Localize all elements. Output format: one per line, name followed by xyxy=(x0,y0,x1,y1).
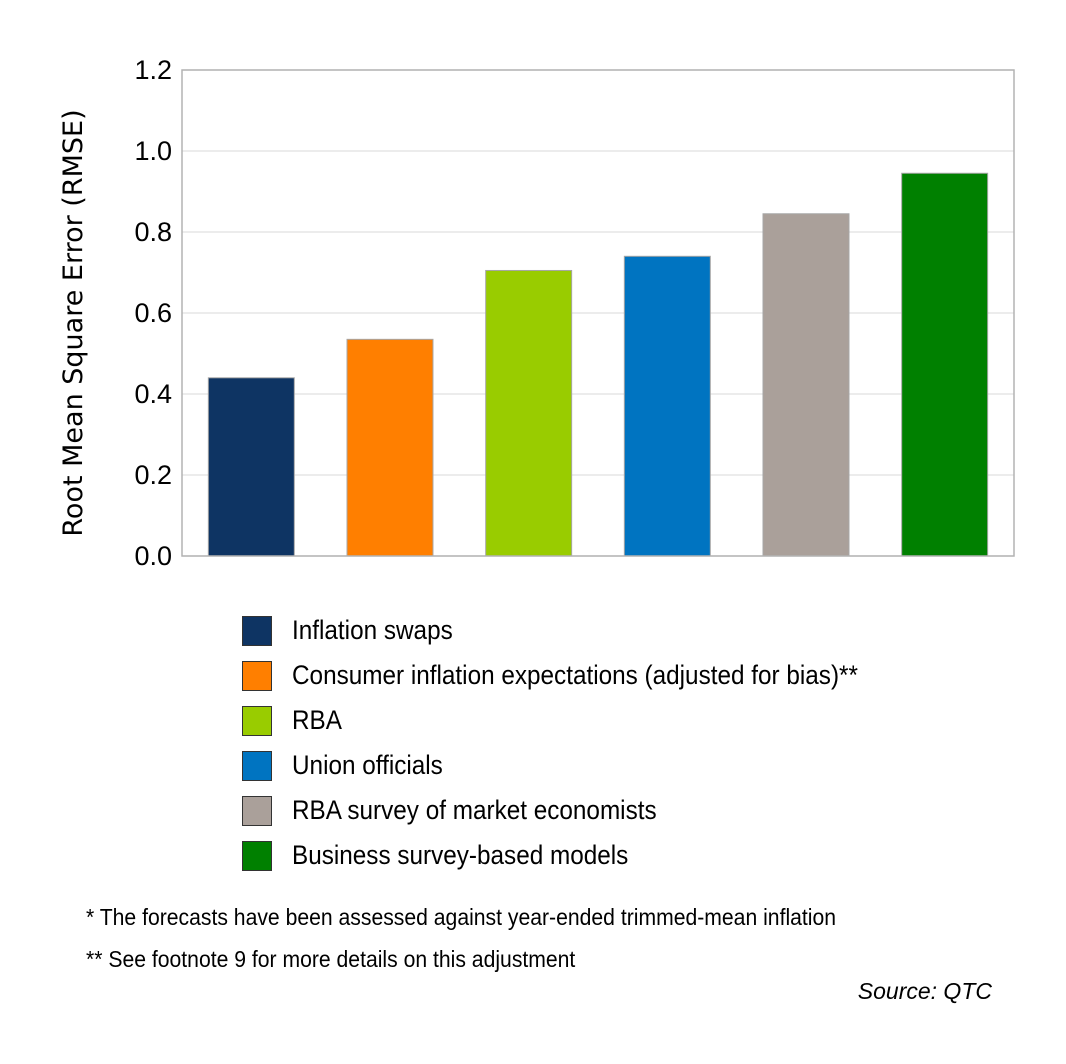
bar-chart: 0.0 0.2 0.4 0.6 0.8 1.0 1.2 Root Mean Square E… xyxy=(58,55,1015,571)
bar xyxy=(623,255,711,557)
legend-item: Inflation swaps xyxy=(242,608,921,653)
y-tick-label: 1.0 xyxy=(134,136,172,166)
legend-label: Inflation swaps xyxy=(292,615,453,645)
legend: Inflation swaps Consumer inflation expec… xyxy=(242,608,921,878)
legend-label: RBA survey of market economists xyxy=(292,795,657,825)
legend-item: RBA xyxy=(242,698,921,743)
legend-item: Business survey-based models xyxy=(242,833,921,878)
footnote-adjustment: ** See footnote 9 for more details on th… xyxy=(86,946,576,972)
y-tick-label: 1.2 xyxy=(134,55,172,85)
bar xyxy=(346,338,434,557)
legend-swatch xyxy=(242,660,272,691)
bar xyxy=(901,172,989,557)
legend-swatch xyxy=(242,795,272,826)
legend-item: RBA survey of market economists xyxy=(242,788,921,833)
y-tick-label: 0.2 xyxy=(134,460,172,490)
y-tick-label: 0.4 xyxy=(134,379,172,409)
y-tick-labels: 0.0 0.2 0.4 0.6 0.8 1.0 1.2 xyxy=(134,55,172,571)
y-tick-label: 0.0 xyxy=(134,541,172,571)
legend-label: RBA xyxy=(292,705,342,735)
bar xyxy=(207,377,295,557)
y-tick-label: 0.6 xyxy=(134,298,172,328)
footnote-assessment: * The forecasts have been assessed again… xyxy=(86,904,837,930)
bars xyxy=(207,172,989,557)
legend-label: Business survey-based models xyxy=(292,840,629,870)
bar xyxy=(485,269,573,557)
legend-item: Union officials xyxy=(242,743,921,788)
y-tick-label: 0.8 xyxy=(134,217,172,247)
legend-label: Union officials xyxy=(292,750,443,780)
gridlines xyxy=(182,69,1014,557)
y-axis-title: Root Mean Square Error (RMSE) xyxy=(58,109,89,536)
legend-label: Consumer inflation expectations (adjuste… xyxy=(292,660,858,690)
legend-swatch xyxy=(242,750,272,781)
plot-frame xyxy=(181,69,1015,557)
bar xyxy=(762,213,850,557)
legend-swatch xyxy=(242,840,272,871)
legend-swatch xyxy=(242,705,272,736)
source-label: Source: QTC xyxy=(857,978,992,1004)
legend-item: Consumer inflation expectations (adjuste… xyxy=(242,653,921,698)
legend-swatch xyxy=(242,615,272,646)
